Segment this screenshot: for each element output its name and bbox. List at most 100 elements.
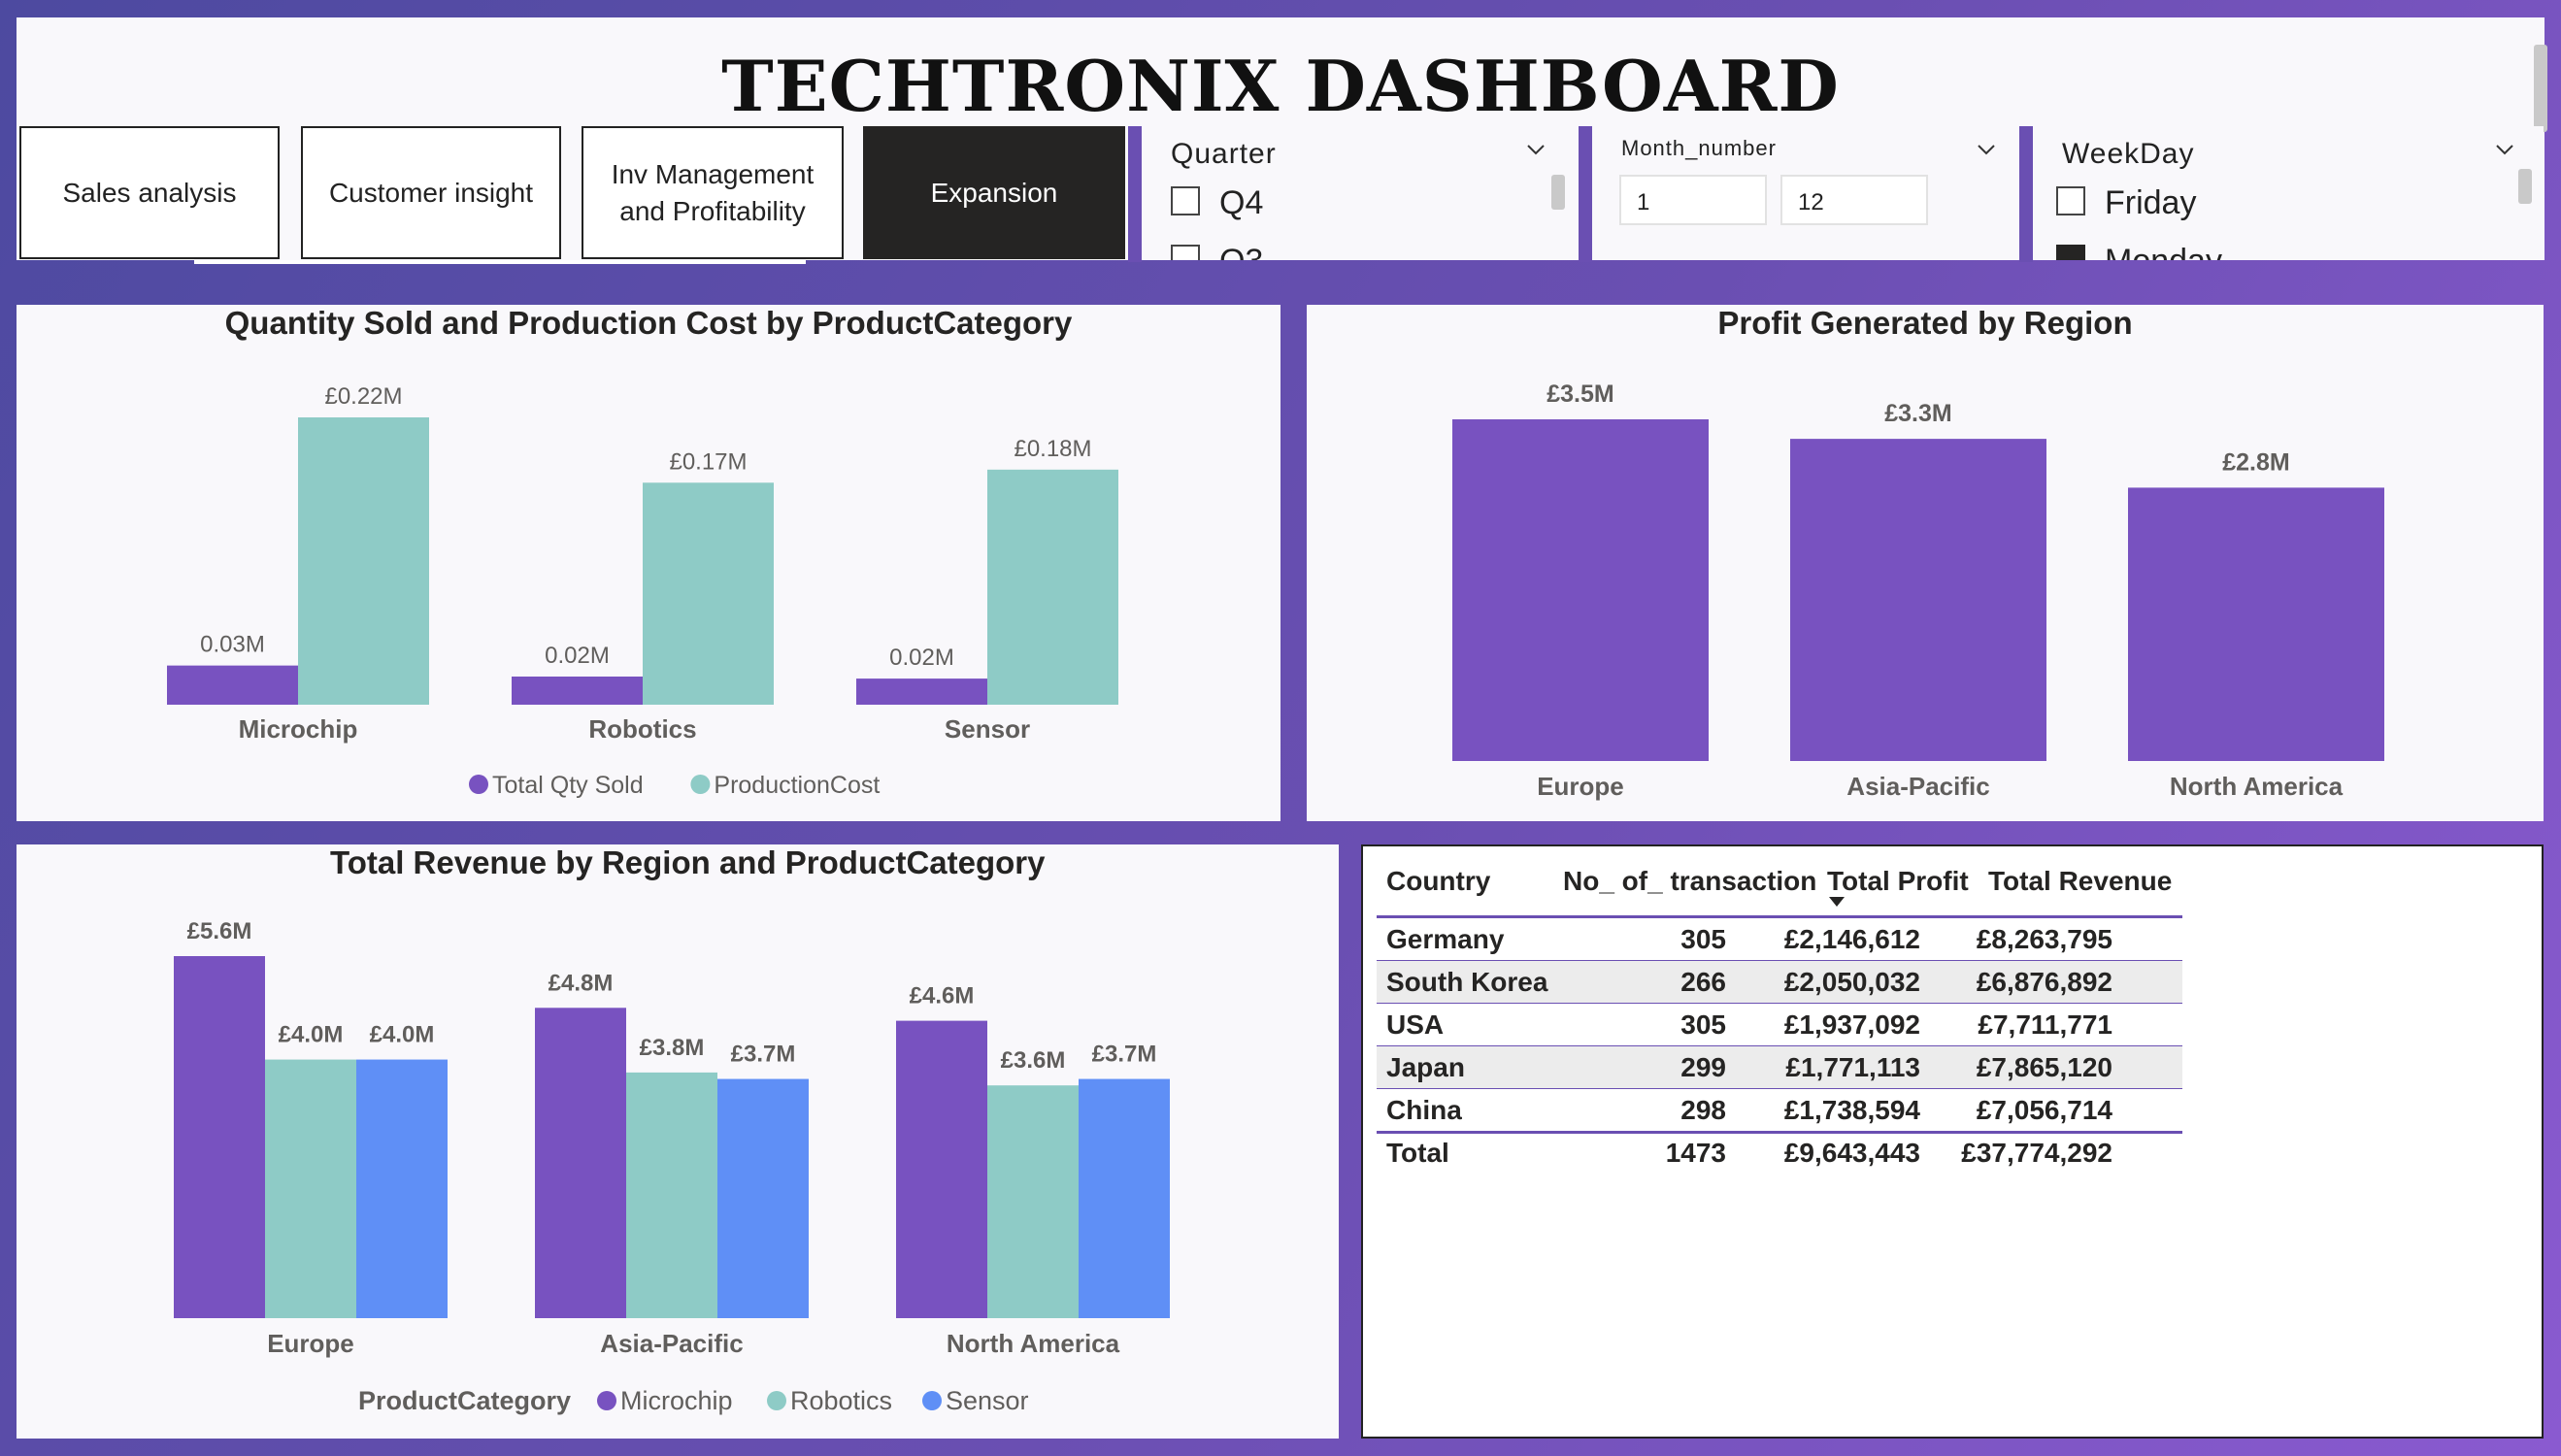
table-cell: £1,937,092 <box>1783 1009 1920 1040</box>
row-divider <box>1377 1045 2182 1046</box>
quarter-slicer-scrollbar[interactable] <box>1551 175 1565 210</box>
table-cell: 298 <box>1680 1095 1726 1125</box>
legend-marker <box>690 775 711 794</box>
quarter-slicer[interactable]: Quarter Q4 Q3 <box>1142 126 1577 260</box>
monday-checkbox[interactable] <box>2056 245 2085 260</box>
data-label: 0.02M <box>889 645 954 671</box>
month-max-input[interactable]: 12 <box>1780 175 1928 225</box>
bar-microchip <box>174 956 265 1318</box>
col-header-transactions[interactable]: No_ of_ transaction <box>1563 866 1817 896</box>
month-slicer[interactable]: Month_number 1 12 <box>1592 126 2019 260</box>
slicer-accent <box>1128 126 1142 262</box>
weekday-slicer[interactable]: WeekDay Friday Monday <box>2033 126 2544 260</box>
table-cell: £1,771,113 <box>1785 1052 1920 1082</box>
data-label: £4.8M <box>549 970 614 996</box>
q3-checkbox[interactable] <box>1171 245 1200 260</box>
chevron-down-icon[interactable] <box>2495 140 2514 159</box>
data-label: £0.22M <box>324 383 402 410</box>
nav-inv-management-button[interactable]: Inv Management and Profitability <box>582 126 844 259</box>
q4-checkbox[interactable] <box>1171 186 1200 215</box>
table-cell: £1,738,594 <box>1783 1095 1920 1125</box>
table-row[interactable]: Germany 305 £2,146,612 £8,263,795 <box>1377 918 2182 960</box>
table-cell: Total <box>1386 1138 1449 1168</box>
col-header-country[interactable]: Country <box>1386 866 1491 896</box>
category-label: Sensor <box>945 714 1030 744</box>
nav-label: Customer insight <box>328 177 534 208</box>
legend-label: Robotics <box>790 1386 892 1415</box>
profit-chart: £3.5M Europe £3.3M Asia-Pacific £2.8M North A… <box>1452 381 2384 801</box>
table-cell: USA <box>1386 1009 1445 1040</box>
legend-label: Total Qty Sold <box>492 772 644 799</box>
bar-profit <box>1790 439 2046 761</box>
table-cell: China <box>1386 1095 1462 1125</box>
bar-productioncost <box>987 469 1118 705</box>
revenue-chart-title: Total Revenue by Region and ProductCateg… <box>330 844 1046 880</box>
month-slicer-title: Month_number <box>1621 136 1777 160</box>
bar-sensor <box>1079 1078 1170 1318</box>
monday-label: Monday <box>2105 245 2222 260</box>
friday-checkbox[interactable] <box>2056 186 2085 215</box>
bar-productioncost <box>643 482 774 705</box>
data-label: £3.8M <box>640 1035 705 1061</box>
category-label: Robotics <box>588 714 696 744</box>
sort-desc-icon <box>1829 897 1845 907</box>
data-label: £0.17M <box>669 448 747 475</box>
data-label: £3.7M <box>1092 1042 1157 1068</box>
weekday-slicer-scrollbar[interactable] <box>2518 169 2532 204</box>
table-cell: 299 <box>1680 1052 1726 1082</box>
legend-marker <box>597 1391 616 1410</box>
friday-label: Friday <box>2105 184 2197 221</box>
table-cell: £8,263,795 <box>1976 924 2112 954</box>
bar-profit <box>2128 487 2384 761</box>
bar-robotics <box>987 1085 1079 1318</box>
bar-microchip <box>535 1008 626 1318</box>
month-min-input[interactable]: 1 <box>1619 175 1767 225</box>
q3-label: Q3 <box>1219 245 1263 260</box>
header-scrollbar[interactable] <box>2534 45 2547 132</box>
chevron-down-icon[interactable] <box>1526 140 1546 159</box>
monday-item-partial[interactable]: Monday <box>2056 245 2522 260</box>
col-header-total-profit[interactable]: Total Profit <box>1827 866 1969 896</box>
bar-microchip <box>896 1020 987 1318</box>
col-header-total-revenue[interactable]: Total Revenue <box>1988 866 2173 896</box>
nav-expansion-button[interactable]: Expansion <box>863 126 1125 259</box>
data-label: £4.6M <box>910 983 975 1009</box>
nav-label: Sales analysis <box>62 177 237 208</box>
country-table: Country No_ of_ transaction Total Profit… <box>1361 844 2544 1439</box>
table-cell: South Korea <box>1386 967 1548 997</box>
nav-customer-insight-button[interactable]: Customer insight <box>301 126 561 259</box>
revenue-chart-panel: Total Revenue by Region and ProductCateg… <box>17 844 1339 1439</box>
table-cell: 266 <box>1680 967 1726 997</box>
bar-total-qty-sold <box>167 665 298 705</box>
table-row[interactable]: USA 305 £1,937,092 £7,711,771 <box>1377 1004 2182 1045</box>
table-cell: £2,050,032 <box>1783 967 1920 997</box>
profit-chart-title: Profit Generated by Region <box>1717 305 2133 341</box>
q4-label: Q4 <box>1219 184 1264 221</box>
category-label: Europe <box>267 1329 354 1358</box>
data-label: 0.02M <box>545 643 610 669</box>
table-row[interactable]: Japan 299 £1,771,113 £7,865,120 <box>1377 1046 2182 1088</box>
legend-marker <box>767 1391 786 1410</box>
header-divider <box>1377 915 2182 918</box>
table-total-row[interactable]: Total 1473 £9,643,443 £37,774,292 <box>1377 1132 2182 1174</box>
table-cell: 305 <box>1680 924 1726 954</box>
category-label: North America <box>947 1329 1120 1358</box>
nav-sales-analysis-button[interactable]: Sales analysis <box>19 126 280 259</box>
bar-robotics <box>265 1059 356 1318</box>
bar-robotics <box>626 1072 717 1318</box>
chevron-down-icon[interactable] <box>1977 140 1996 159</box>
table-cell: £9,643,443 <box>1783 1138 1920 1168</box>
slicer-accent <box>2019 126 2033 262</box>
qty-cost-chart: 0.03M £0.22M Microchip 0.02M £0.17M Robotics 0… <box>167 383 1118 799</box>
row-divider <box>1377 1131 2182 1134</box>
weekday-slicer-title: WeekDay <box>2062 138 2195 170</box>
data-label: £3.3M <box>1884 400 1951 427</box>
category-label: North America <box>2170 772 2344 801</box>
data-label: £4.0M <box>279 1022 344 1048</box>
table-row[interactable]: South Korea 266 £2,050,032 £6,876,892 <box>1377 961 2182 1003</box>
legend-label: ProductionCost <box>714 772 880 799</box>
table-cell: 305 <box>1680 1009 1726 1040</box>
table-row[interactable]: China 298 £1,738,594 £7,056,714 <box>1377 1089 2182 1131</box>
q3-item-partial[interactable]: Q3 <box>1171 245 1579 260</box>
nav-label: Expansion <box>930 177 1058 208</box>
